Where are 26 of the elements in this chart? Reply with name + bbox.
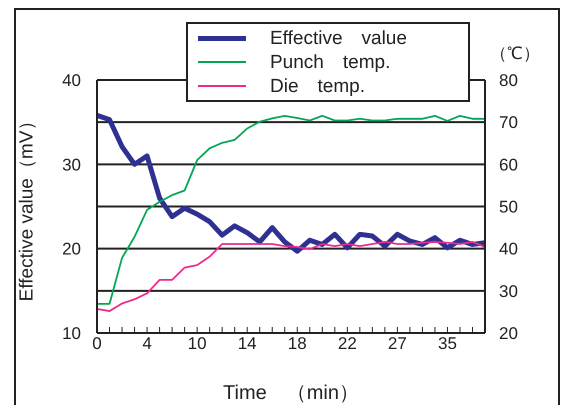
y2-tick-label: 70 <box>499 113 518 132</box>
line-series <box>96 241 486 312</box>
y2-axis-title: （℃） <box>490 43 540 65</box>
x-tick-label: 4 <box>142 334 152 354</box>
x-tick-label: 18 <box>288 334 307 354</box>
x-tick-label: 14 <box>238 334 257 354</box>
y2-tick-label: 80 <box>499 71 518 90</box>
y2-tick-label: 40 <box>499 240 518 259</box>
x-tick-label: 35 <box>438 334 457 354</box>
y2-tick-label: 60 <box>499 155 518 174</box>
line-series <box>96 114 486 305</box>
x-tick-label: 0 <box>92 334 102 354</box>
y-tick-label: 40 <box>62 71 81 90</box>
y2-tick-label: 30 <box>499 282 518 301</box>
legend-label: Punch temp. <box>270 51 390 75</box>
y-tick-label: 30 <box>62 155 81 174</box>
x-tick-label: 22 <box>338 334 357 354</box>
y2-tick-label: 50 <box>499 198 518 217</box>
y-axis-title: Effective value（mV） <box>16 112 38 302</box>
x-tick-label: 10 <box>188 334 207 354</box>
legend-label: Effective value <box>270 27 407 51</box>
y2-tick-label: 20 <box>499 324 518 344</box>
y-tick-label: 20 <box>62 240 81 259</box>
legend-label: Die temp. <box>270 75 366 99</box>
x-tick-label: 27 <box>388 334 407 354</box>
x-axis-title: Time （min） <box>223 382 359 404</box>
